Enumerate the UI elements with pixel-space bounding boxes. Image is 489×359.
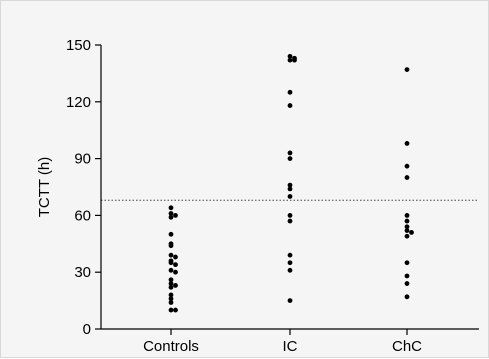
data-point-ic [287, 150, 293, 156]
data-point-ic [287, 260, 293, 266]
data-point-controls [168, 260, 174, 266]
y-axis-ticks: 0 30 60 90 120 150 [66, 37, 101, 338]
y-tick-label: 150 [66, 37, 91, 54]
y-tick-label: 30 [74, 264, 91, 281]
data-point-chc [404, 260, 410, 266]
data-point-ic [287, 194, 293, 199]
data-point-chc [404, 213, 410, 218]
y-tick-label: 60 [74, 207, 91, 224]
data-point-controls [168, 267, 174, 273]
data-point-chc [404, 228, 410, 233]
data-point-chc [404, 141, 410, 146]
data-point-chc [404, 175, 410, 180]
data-point-controls [168, 307, 174, 313]
data-point-chc [404, 67, 410, 73]
x-axis-ticks: Controls IC ChC [143, 329, 422, 355]
data-point-controls [168, 292, 174, 298]
data-point-ic [287, 156, 293, 162]
data-point-ic [287, 218, 293, 224]
data-point-controls [173, 213, 178, 218]
data-point-ic [287, 267, 293, 273]
data-point-chc [404, 281, 410, 286]
data-point-controls [173, 262, 178, 268]
data-point-ic [287, 89, 293, 95]
y-axis-title: TCTT (h) [36, 157, 53, 218]
data-point-ic [287, 57, 293, 63]
data-point-ic [287, 186, 293, 192]
data-point-controls [168, 231, 174, 237]
data-point-ic [287, 53, 293, 59]
data-point-controls [173, 254, 178, 260]
data-point-chc [404, 273, 410, 279]
data-point-controls [168, 284, 174, 290]
data-point-chc [404, 218, 410, 224]
x-tick-label: ChC [392, 338, 422, 355]
data-point-chc [409, 230, 414, 235]
data-point-ic [287, 103, 293, 108]
data-point-controls [168, 296, 174, 302]
data-point-ic [292, 57, 297, 63]
data-point-controls [168, 205, 174, 211]
y-tick-label: 90 [74, 151, 91, 168]
data-point-chc [404, 224, 410, 230]
data-point-chc [404, 294, 410, 300]
y-tick-label: 120 [66, 94, 91, 111]
data-points [168, 53, 414, 313]
x-tick-label: Controls [143, 338, 199, 355]
data-point-controls [168, 214, 174, 220]
data-point-controls [168, 277, 174, 283]
data-point-controls [168, 243, 174, 249]
data-point-controls [173, 307, 178, 313]
data-point-ic [287, 252, 293, 258]
data-point-ic [287, 182, 293, 188]
data-point-chc [404, 163, 410, 169]
data-point-controls [173, 269, 178, 275]
data-point-ic [287, 298, 293, 303]
data-point-chc [404, 233, 410, 239]
data-point-controls [168, 281, 174, 286]
data-point-ic [287, 213, 293, 218]
x-tick-label: IC [283, 338, 298, 355]
y-tick-label: 0 [83, 321, 91, 338]
data-point-controls [173, 283, 178, 288]
data-point-controls [168, 300, 174, 305]
data-point-controls [168, 252, 174, 258]
data-point-controls [168, 211, 174, 216]
